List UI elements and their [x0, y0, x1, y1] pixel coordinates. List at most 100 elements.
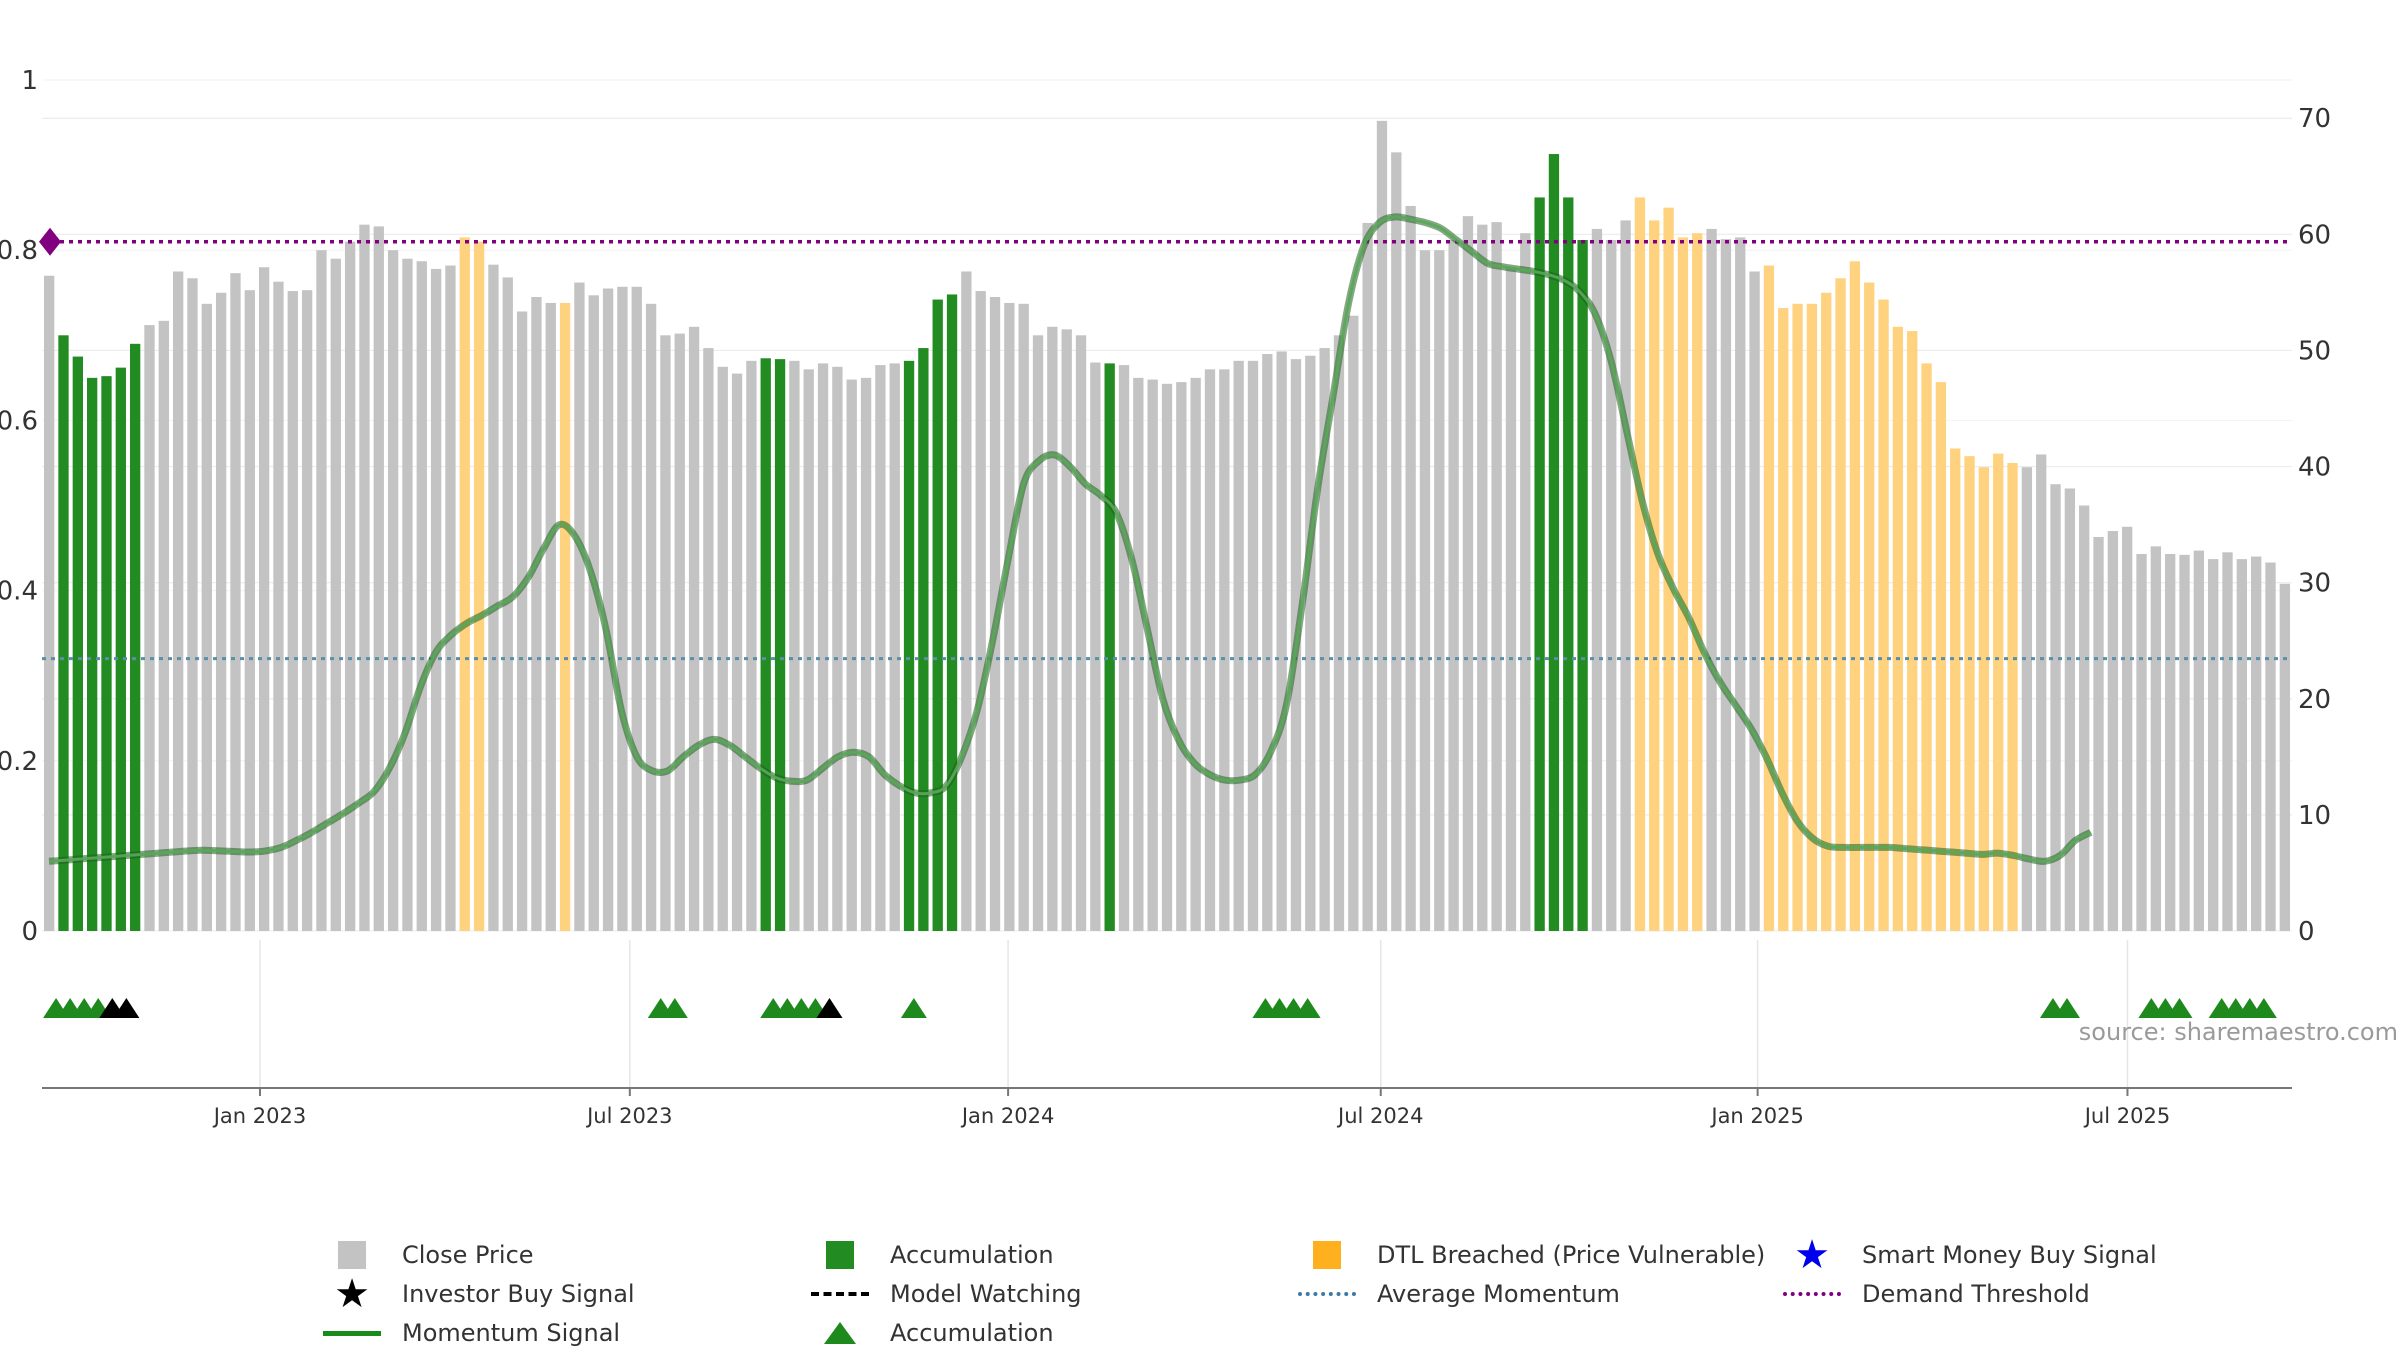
- close-price-bar: [1219, 369, 1230, 932]
- close-price-bar: [1305, 355, 1316, 931]
- dtl-breached-bar: [559, 302, 571, 931]
- close-price-bar: [1606, 239, 1617, 931]
- dtl-breached-bar: [1907, 331, 1918, 931]
- close-price-bar: [1247, 360, 1259, 932]
- close-price-bar: [645, 303, 657, 931]
- legend-label: Average Momentum: [1377, 1280, 1620, 1308]
- close-price-bar: [387, 250, 399, 931]
- star-icon: ★: [334, 1271, 370, 1317]
- close-price-bar: [961, 271, 972, 932]
- close-price-bar: [2193, 550, 2205, 931]
- close-price-bar: [187, 278, 198, 932]
- close-price-bar: [1004, 302, 1015, 931]
- price-bars: [44, 120, 2290, 932]
- dtl-breached-bar: [473, 241, 485, 931]
- accumulation-bar: [58, 335, 69, 931]
- accumulation-bar: [918, 348, 929, 931]
- right-tick-label: 10: [2298, 801, 2331, 831]
- close-price-bar: [2179, 554, 2190, 931]
- left-tick-label: 0.4: [0, 577, 38, 607]
- close-price-bar: [2251, 556, 2262, 931]
- close-price-bar: [301, 290, 313, 931]
- accumulation-bar: [774, 359, 786, 931]
- dtl-breached-bar: [1849, 261, 1861, 931]
- accumulation-marker: [1294, 998, 1321, 1018]
- x-axis: Jan 2023 Jul 2023 Jan 2024 Jul 2024 Jan 2025…: [212, 1088, 2170, 1128]
- close-price-bar: [574, 282, 585, 932]
- dtl-breached-bar: [2007, 462, 2018, 931]
- dtl-breached-bar: [1864, 282, 1875, 932]
- dtl-breached-bar: [1677, 237, 1689, 931]
- dtl-breached-bar: [1649, 220, 1660, 932]
- right-tick-label: 50: [2298, 336, 2331, 366]
- x-tick-label: Jan 2023: [212, 1104, 307, 1128]
- close-price-bar: [201, 303, 212, 931]
- close-price-bar: [2222, 552, 2233, 931]
- close-price-bar: [588, 295, 599, 932]
- source-attribution: source: sharemaestro.com: [2079, 1018, 2398, 1046]
- dtl-breached-bar: [1950, 448, 1961, 931]
- close-price-bar: [1047, 326, 1058, 931]
- close-price-bar: [1720, 239, 1732, 932]
- legend-label: Model Watching: [890, 1280, 1082, 1308]
- solid-line-swatch: [323, 1330, 381, 1336]
- close-price-bar: [1391, 152, 1402, 931]
- close-price-bar: [1520, 233, 1531, 931]
- left-tick-label: 0: [21, 917, 38, 947]
- dotted-line-swatch: [1783, 1292, 1841, 1296]
- close-price-bar: [2150, 546, 2162, 931]
- close-price-bar: [402, 258, 413, 932]
- close-price-bar: [2107, 531, 2119, 931]
- close-price-bar: [244, 290, 255, 931]
- legend-label: Close Price: [402, 1241, 534, 1269]
- legend-label: Accumulation: [890, 1319, 1054, 1347]
- accumulation-bar: [129, 343, 141, 931]
- close-price-bar: [2236, 559, 2247, 931]
- close-price-bar: [516, 311, 528, 931]
- chart-legend: Close Price Accumulation DTL Breached (P…: [0, 1200, 2400, 1347]
- x-tick-label: Jan 2024: [960, 1104, 1055, 1128]
- close-price-bar: [330, 258, 341, 932]
- accumulation-bar: [1577, 239, 1588, 931]
- close-price-bar: [717, 366, 728, 931]
- close-price-bar: [746, 360, 757, 932]
- left-y-axis: 0 0.2 0.4 0.6 0.8 1: [0, 66, 38, 947]
- close-price-bar: [2036, 454, 2047, 931]
- legend-close-price: Close Price: [320, 1236, 534, 1274]
- accumulation-bar: [1534, 197, 1545, 932]
- x-tick-label: Jul 2025: [2083, 1104, 2170, 1128]
- x-tick-label: Jul 2023: [585, 1104, 672, 1128]
- close-price-bar: [545, 302, 556, 931]
- legend-label: DTL Breached (Price Vulnerable): [1377, 1241, 1766, 1269]
- close-price-bar: [2122, 526, 2133, 931]
- close-price-bar: [817, 363, 829, 931]
- legend-average-momentum: Average Momentum: [1295, 1275, 1620, 1313]
- close-price-bar: [1118, 365, 1130, 932]
- close-price-bar: [172, 271, 184, 932]
- close-price-bar: [531, 297, 542, 931]
- close-price-bar: [287, 291, 298, 932]
- investor-signal-marker: [816, 998, 843, 1018]
- close-price-bar: [2136, 554, 2147, 931]
- close-price-bar: [602, 288, 614, 931]
- accumulation-bar: [932, 299, 943, 932]
- close-price-bar: [445, 265, 456, 931]
- legend-label: Smart Money Buy Signal: [1862, 1241, 2157, 1269]
- left-tick-label: 0.2: [0, 747, 38, 777]
- dtl-breached-bar: [1935, 382, 1947, 932]
- accumulation-bar: [87, 377, 98, 932]
- close-price-bar: [344, 241, 356, 931]
- dtl-breached-bar: [1835, 278, 1846, 932]
- accumulation-bar: [115, 367, 126, 931]
- close-price-bar: [1348, 315, 1359, 931]
- right-y-axis: 0 10 20 30 40 50 60 70: [2298, 104, 2331, 947]
- left-tick-label: 0.8: [0, 236, 38, 266]
- close-price-bar: [674, 333, 685, 931]
- close-price-bar: [2208, 559, 2219, 931]
- right-tick-label: 30: [2298, 569, 2331, 599]
- close-price-bar: [846, 379, 857, 931]
- close-price-bar: [1333, 335, 1345, 931]
- close-price-bar: [731, 373, 743, 932]
- signal-markers: [43, 998, 2277, 1018]
